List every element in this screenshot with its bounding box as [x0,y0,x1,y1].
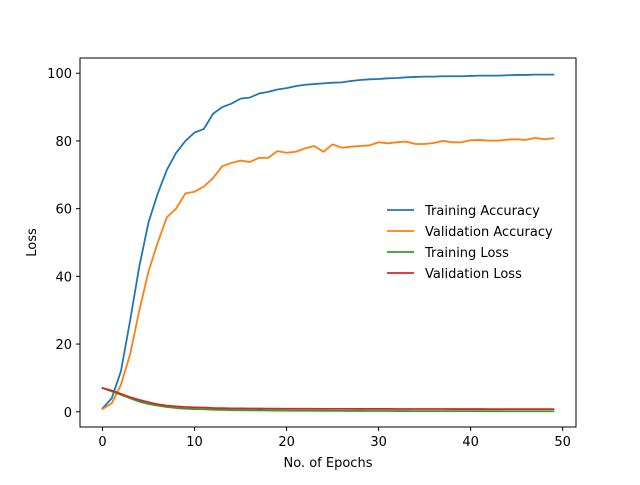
x-tick-label: 50 [554,435,571,450]
x-tick-label: 30 [370,435,387,450]
x-axis-label: No. of Epochs [284,456,373,471]
series-line-validation-loss [101,386,555,411]
series-line-training-accuracy [101,73,555,410]
series-line-training-loss [101,386,555,413]
x-axis-ticks: 0 10 20 30 40 50 [98,427,571,450]
y-tick-label: 40 [55,270,72,285]
y-tick-label: 20 [55,338,72,353]
y-tick-label: 0 [64,406,72,421]
legend-label-validation-accuracy: Validation Accuracy [425,225,553,240]
x-tick-label: 10 [186,435,203,450]
legend: Training Accuracy Validation Accuracy Trai… [387,204,553,282]
x-tick-label: 0 [98,435,106,450]
x-tick-label: 20 [278,435,295,450]
y-tick-label: 80 [55,135,72,150]
plot-lines [101,73,555,413]
legend-label-training-accuracy: Training Accuracy [424,204,540,219]
y-tick-label: 100 [47,67,72,82]
y-axis-label: Loss [25,228,40,257]
legend-label-validation-loss: Validation Loss [425,267,522,282]
legend-label-training-loss: Training Loss [424,246,509,261]
plot-frame [79,57,577,428]
series-line-validation-accuracy [101,136,555,411]
y-tick-label: 60 [55,203,72,218]
x-tick-label: 40 [462,435,479,450]
y-axis-ticks: 0 20 40 60 80 100 [47,67,80,421]
